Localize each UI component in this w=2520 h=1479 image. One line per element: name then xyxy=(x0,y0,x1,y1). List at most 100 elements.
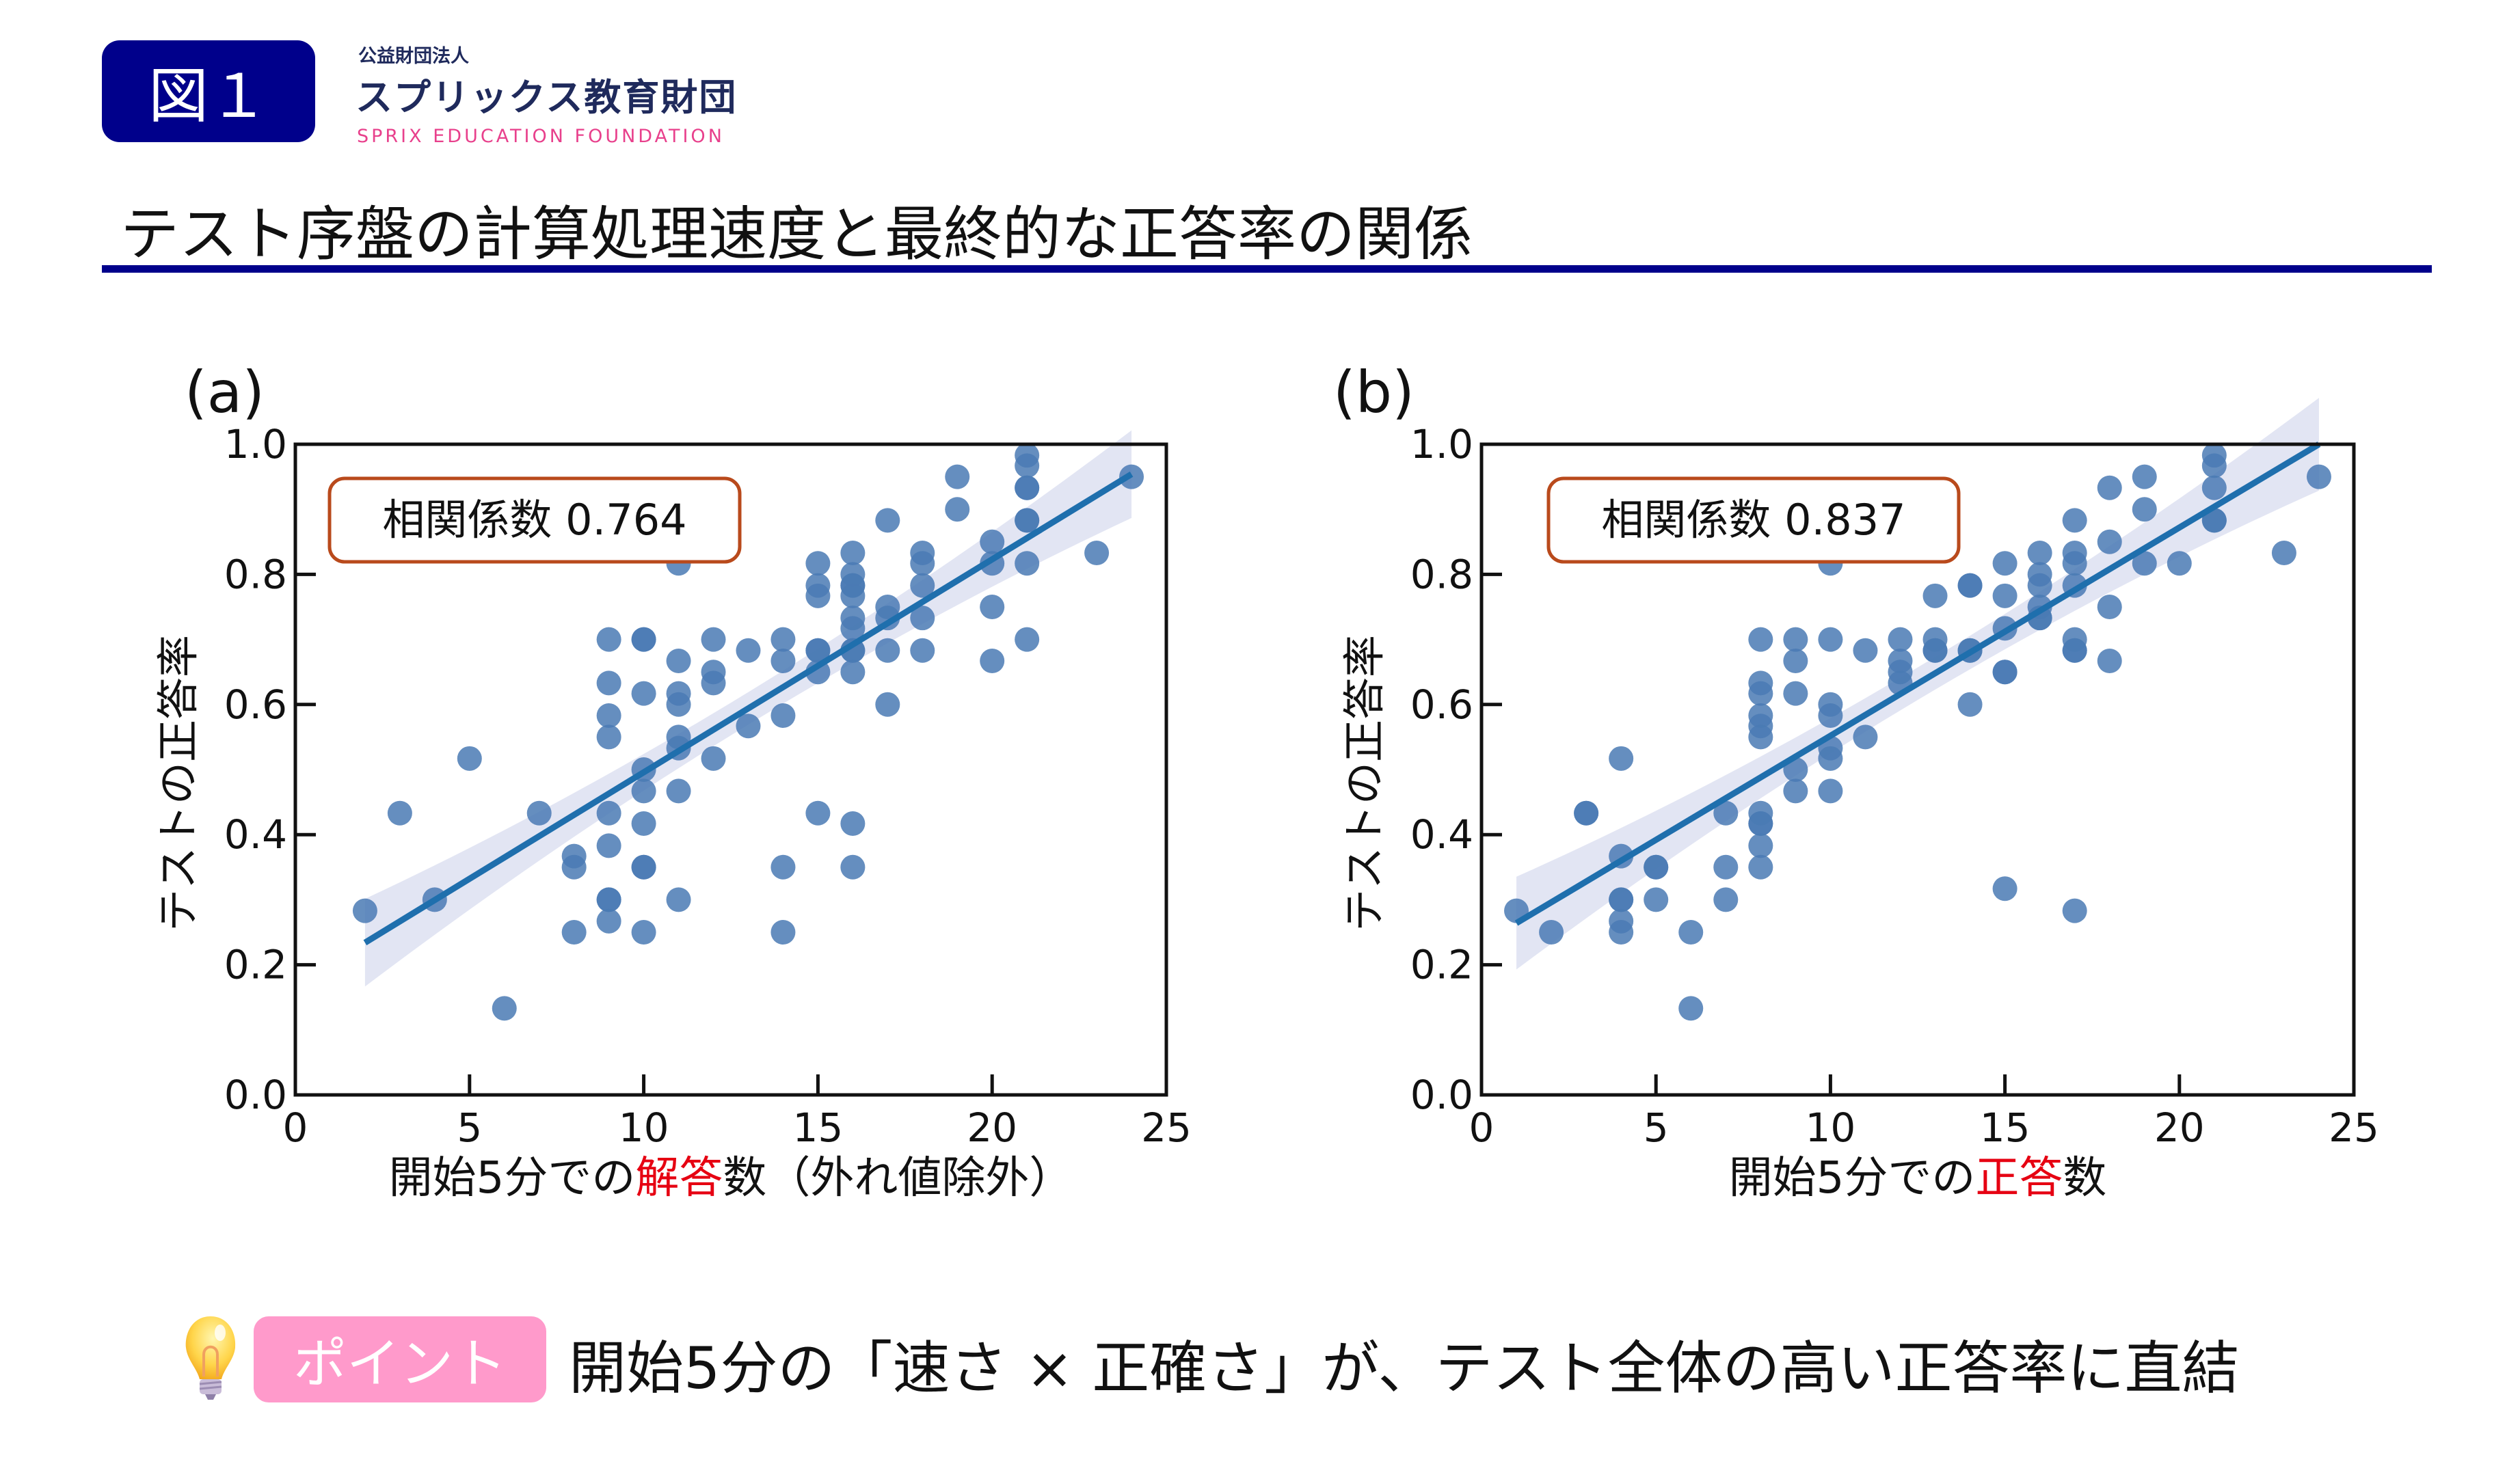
x-axis-label-part: 開始5分での xyxy=(1729,1153,1976,1204)
data-point xyxy=(701,627,726,652)
x-tick-label: 10 xyxy=(1805,1104,1855,1151)
data-point xyxy=(2062,551,2087,576)
data-point xyxy=(2132,551,2157,576)
data-point xyxy=(2062,898,2087,923)
data-point xyxy=(2201,508,2227,533)
data-point xyxy=(631,854,656,880)
data-point xyxy=(840,616,866,641)
data-point xyxy=(980,649,1005,674)
data-point xyxy=(2027,540,2052,565)
data-point xyxy=(840,854,866,880)
data-point xyxy=(945,497,970,522)
data-point xyxy=(910,638,935,663)
org-logo-name: スプリックス教育財団 xyxy=(356,76,738,119)
x-tick-label: 25 xyxy=(1141,1104,1192,1151)
point-badge: ポイント xyxy=(254,1316,546,1402)
x-axis-label: 開始5分での正答数 xyxy=(1729,1153,2107,1204)
data-point xyxy=(805,583,831,608)
data-point xyxy=(805,800,831,826)
data-point xyxy=(1678,920,1704,945)
data-point xyxy=(875,692,900,717)
y-tick-label: 0.0 xyxy=(1410,1072,1473,1118)
title-divider xyxy=(102,265,2432,273)
data-point xyxy=(666,692,691,717)
data-point xyxy=(2201,475,2227,500)
panel-label-a: (a) xyxy=(185,359,265,426)
y-tick-label: 0.2 xyxy=(224,942,287,988)
data-point xyxy=(387,800,412,826)
x-axis-label-highlight: 解答 xyxy=(635,1153,723,1204)
data-point xyxy=(875,638,900,663)
y-axis-label: テストの正答率 xyxy=(1339,635,1389,932)
correlation-annotation-box xyxy=(327,476,742,564)
data-point xyxy=(1574,800,1599,826)
data-point xyxy=(1992,583,2018,608)
data-point xyxy=(596,800,621,826)
x-axis-label-part: 数（外れ値除外） xyxy=(723,1153,1073,1204)
data-point xyxy=(1992,876,2018,901)
x-tick-label: 15 xyxy=(792,1104,843,1151)
data-point xyxy=(1015,475,1040,500)
data-point xyxy=(1992,660,2018,685)
data-point xyxy=(1783,627,1808,652)
data-point xyxy=(596,887,621,912)
data-point xyxy=(352,898,377,923)
data-point xyxy=(910,573,935,598)
data-point xyxy=(1748,833,1773,858)
y-axis-label: テストの正答率 xyxy=(153,635,203,932)
axes-frame xyxy=(1479,442,2356,1097)
axes-frame xyxy=(293,442,1168,1097)
data-point xyxy=(1818,703,1843,728)
data-point xyxy=(805,551,831,576)
chart-panel-a: 0 5 10 15 20 25 0.0 0.2 0.4 0.6 0.8 1.0 相関係数 0.764 テス… xyxy=(153,421,1192,1204)
data-point xyxy=(1748,724,1773,750)
data-point xyxy=(1783,778,1808,804)
data-point xyxy=(701,670,726,696)
regression-line xyxy=(363,471,1134,946)
data-point xyxy=(631,920,656,945)
data-point xyxy=(1644,887,1669,912)
y-tick-label: 0.8 xyxy=(224,551,287,597)
data-point xyxy=(2201,453,2227,478)
data-point xyxy=(631,778,656,804)
data-point xyxy=(2132,497,2157,522)
data-point xyxy=(1539,920,1564,945)
y-tick-label: 0.6 xyxy=(1410,681,1473,728)
data-point xyxy=(596,908,621,934)
data-point xyxy=(980,595,1005,619)
data-point xyxy=(596,833,621,858)
data-point xyxy=(561,920,587,945)
data-point xyxy=(840,540,866,565)
data-point xyxy=(1748,627,1773,652)
data-point xyxy=(1748,681,1773,706)
y-tick-label: 0.4 xyxy=(1410,811,1473,858)
data-point xyxy=(2097,595,2122,619)
data-point xyxy=(1713,887,1739,912)
data-point xyxy=(457,746,482,771)
data-point xyxy=(770,627,796,652)
y-tick-label: 1.0 xyxy=(224,421,287,467)
data-point xyxy=(1853,724,1878,750)
data-point xyxy=(1713,854,1739,880)
x-tick-label: 10 xyxy=(619,1104,669,1151)
page-title: テスト序盤の計算処理速度と最終的な正答率の関係 xyxy=(120,200,1473,269)
data-point xyxy=(770,703,796,728)
data-point xyxy=(1783,681,1808,706)
data-point xyxy=(1992,551,2018,576)
data-point xyxy=(945,464,970,489)
data-point xyxy=(1957,692,1983,717)
data-point xyxy=(875,508,900,533)
org-logo-english: SPRIX EDUCATION FOUNDATION xyxy=(357,126,725,147)
data-point xyxy=(770,649,796,674)
data-point xyxy=(736,638,761,663)
data-point xyxy=(2097,475,2122,500)
correlation-annotation: 相関係数 0.837 xyxy=(1601,495,1905,545)
x-axis-label-part: 開始5分での xyxy=(389,1153,636,1204)
data-point xyxy=(2097,649,2122,674)
y-tick-label: 1.0 xyxy=(1410,421,1473,467)
data-point xyxy=(1888,627,1913,652)
y-tick-label: 0.4 xyxy=(224,811,287,858)
data-point xyxy=(1644,854,1669,880)
x-axis-label-highlight: 正答 xyxy=(1975,1153,2063,1204)
